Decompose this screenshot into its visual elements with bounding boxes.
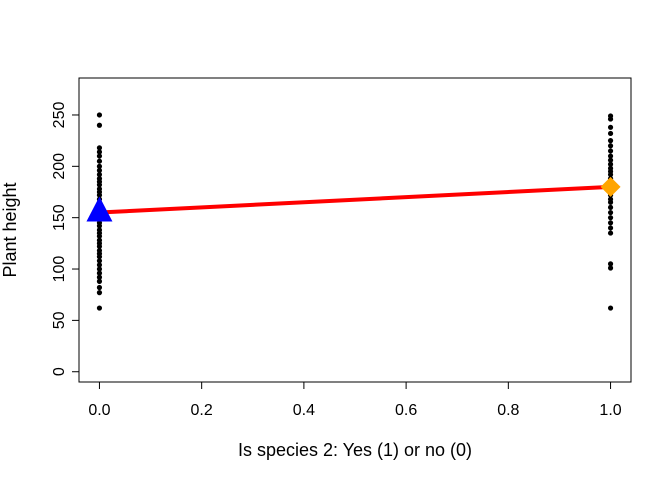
data-point bbox=[607, 148, 614, 154]
mean-marker-triangle bbox=[86, 196, 113, 222]
y-tick-label: 50 bbox=[51, 311, 68, 329]
x-axis-title: Is species 2: Yes (1) or no (0) bbox=[238, 440, 472, 460]
data-point bbox=[96, 274, 103, 280]
group-means bbox=[86, 176, 621, 222]
data-point bbox=[96, 112, 103, 118]
x-tick-label: 0.6 bbox=[395, 402, 417, 419]
data-point bbox=[607, 171, 614, 178]
data-point bbox=[607, 209, 614, 216]
data-point bbox=[96, 158, 103, 164]
y-tick-label: 0 bbox=[51, 367, 68, 376]
data-point bbox=[607, 161, 614, 167]
plot-frame bbox=[78, 77, 632, 383]
data-point bbox=[96, 262, 103, 268]
data-point bbox=[607, 116, 614, 122]
data-point bbox=[607, 138, 614, 144]
data-point bbox=[96, 266, 103, 272]
data-point bbox=[96, 305, 103, 311]
data-point bbox=[96, 182, 103, 188]
data-point bbox=[96, 122, 103, 128]
data-point bbox=[607, 261, 614, 267]
x-tick-label: 0.2 bbox=[191, 402, 213, 419]
data-point bbox=[96, 153, 103, 159]
fitted-line bbox=[99, 184, 611, 215]
mean-marker-diamond bbox=[600, 176, 621, 197]
data-point bbox=[607, 199, 614, 205]
data-point bbox=[607, 153, 614, 159]
data-point bbox=[607, 143, 614, 149]
y-tick-label: 200 bbox=[51, 153, 68, 180]
data-point bbox=[96, 258, 103, 264]
data-point bbox=[96, 284, 103, 291]
y-axis: 0 50 100 150 200 250 bbox=[51, 102, 80, 376]
data-point bbox=[607, 265, 614, 271]
data-point bbox=[96, 192, 103, 198]
data-point bbox=[607, 305, 614, 311]
x-tick-label: 0.0 bbox=[88, 402, 110, 419]
y-tick-label: 250 bbox=[51, 102, 68, 129]
data-point bbox=[607, 204, 614, 211]
data-point bbox=[96, 149, 103, 155]
data-point bbox=[96, 223, 103, 229]
data-point bbox=[607, 124, 614, 130]
data-point bbox=[96, 290, 103, 296]
y-tick-label: 100 bbox=[51, 256, 68, 283]
x-tick-label: 1.0 bbox=[599, 402, 621, 419]
data-point bbox=[96, 254, 103, 260]
fitted-line-group bbox=[99, 184, 611, 215]
x-tick-label: 0.4 bbox=[293, 402, 315, 419]
x-tick-label: 0.8 bbox=[497, 402, 519, 419]
data-point bbox=[96, 278, 103, 284]
data-point bbox=[96, 167, 103, 174]
y-tick-label: 150 bbox=[51, 204, 68, 231]
data-points bbox=[96, 112, 614, 311]
data-point bbox=[607, 225, 614, 231]
data-point bbox=[607, 215, 614, 221]
data-point bbox=[96, 233, 103, 239]
data-point bbox=[96, 145, 103, 151]
data-point bbox=[607, 130, 614, 137]
data-point bbox=[96, 163, 103, 169]
data-point bbox=[607, 230, 614, 236]
data-point bbox=[607, 157, 614, 163]
x-axis: 0.0 0.2 0.4 0.6 0.8 1.0 bbox=[88, 381, 622, 419]
data-point bbox=[96, 171, 103, 178]
data-point bbox=[96, 243, 103, 250]
data-point bbox=[96, 270, 103, 276]
data-point bbox=[607, 220, 614, 226]
y-axis-title: Plant height bbox=[0, 182, 20, 277]
